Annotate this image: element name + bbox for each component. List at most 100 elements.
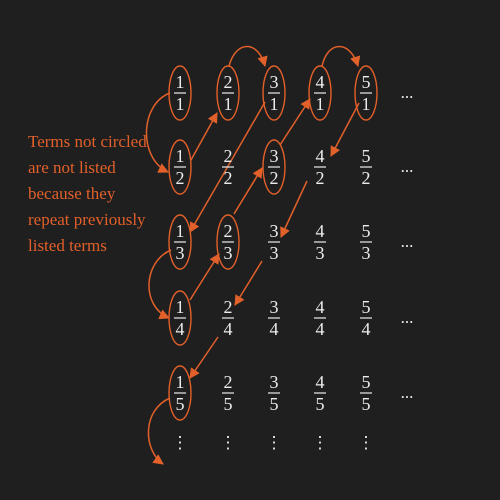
column-ellipsis-4: ⋮: [312, 433, 329, 452]
fraction-numerator: 3: [270, 221, 279, 241]
circle-layer: [168, 65, 378, 421]
circle-1-4: [168, 290, 192, 346]
fraction-3-4: 34: [268, 297, 280, 339]
fraction-denominator: 4: [224, 319, 233, 339]
fraction-5-5: 55: [360, 372, 372, 414]
arrow-right-row1-2: [321, 45, 361, 68]
fraction-denominator: 2: [316, 168, 325, 188]
fraction-4-3: 43: [314, 221, 326, 263]
fraction-5-2: 52: [360, 146, 372, 188]
fraction-denominator: 3: [224, 243, 233, 263]
note-line-1: Terms not circled: [28, 132, 147, 151]
fraction-3-1: 31: [268, 72, 280, 114]
arrow-diag-4: [233, 167, 263, 215]
fraction-numerator: 1: [176, 297, 185, 317]
fraction-numerator: 1: [176, 146, 185, 166]
fraction-denominator: 1: [316, 94, 325, 114]
circle-1-5: [168, 365, 192, 421]
fraction-1-2: 12: [174, 146, 186, 188]
fraction-numerator: 1: [176, 221, 185, 241]
fraction-numerator: 5: [362, 146, 371, 166]
fraction-2-2: 22: [222, 146, 234, 188]
fraction-3-3: 33: [268, 221, 280, 263]
circle-1-3: [168, 214, 192, 270]
fraction-numerator: 3: [270, 372, 279, 392]
fraction-numerator: 2: [224, 146, 233, 166]
fraction-numerator: 2: [224, 297, 233, 317]
column-ellipsis-2: ⋮: [220, 433, 237, 452]
fraction-3-2: 32: [268, 146, 280, 188]
column-ellipsis-5: ⋮: [358, 433, 375, 452]
fraction-numerator: 5: [362, 221, 371, 241]
arrow-down-col1-2: [148, 249, 172, 320]
fraction-1-3: 13: [174, 221, 186, 263]
fraction-denominator: 3: [316, 243, 325, 263]
fraction-numerator: 2: [224, 372, 233, 392]
arrow-down-col1-1: [145, 92, 171, 173]
circle-1-1: [168, 65, 192, 121]
fraction-1-1: 11: [174, 72, 186, 114]
arrow-diag-7: [280, 180, 308, 238]
circle-4-1: [308, 65, 332, 121]
fraction-numerator: 4: [316, 72, 325, 92]
fraction-2-1: 21: [222, 72, 234, 114]
fraction-numerator: 4: [316, 297, 325, 317]
arrow-diag-1: [190, 112, 218, 161]
circle-3-2: [262, 139, 286, 195]
note-text: Terms not circled are not listed because…: [28, 132, 147, 255]
fraction-denominator: 3: [176, 243, 185, 263]
arrow-diag-5: [279, 98, 311, 146]
fraction-numerator: 1: [176, 72, 185, 92]
note-line-3: because they: [28, 184, 116, 203]
fraction-numerator: 5: [362, 297, 371, 317]
fraction-denominator: 5: [224, 394, 233, 414]
fraction-denominator: 2: [270, 168, 279, 188]
circle-1-2: [168, 139, 192, 195]
fraction-denominator: 5: [316, 394, 325, 414]
fraction-numerator: 2: [224, 221, 233, 241]
fraction-2-4: 24: [222, 297, 234, 339]
arrow-right-row1-1: [228, 45, 268, 68]
fraction-numerator: 2: [224, 72, 233, 92]
fraction-denominator: 4: [362, 319, 371, 339]
row-ellipsis-2: ...: [401, 157, 414, 176]
fraction-denominator: 5: [362, 394, 371, 414]
fraction-2-3: 23: [222, 221, 234, 263]
fraction-numerator: 4: [316, 221, 325, 241]
arrow-diag-8: [234, 260, 263, 306]
fraction-denominator: 2: [224, 168, 233, 188]
circle-2-1: [216, 65, 240, 121]
circle-3-1: [262, 65, 286, 121]
arrow-diag-9: [189, 336, 219, 379]
fraction-1-4: 14: [174, 297, 186, 339]
arrow-down-col1-3: [147, 397, 171, 465]
fraction-4-4: 44: [314, 297, 326, 339]
fraction-denominator: 1: [224, 94, 233, 114]
fraction-denominator: 5: [176, 394, 185, 414]
fraction-grid: 1121314151122232425213233343531424344454…: [174, 72, 372, 414]
fraction-denominator: 1: [176, 94, 185, 114]
circle-2-3: [216, 214, 240, 270]
fraction-numerator: 1: [176, 372, 185, 392]
note-line-2: are not listed: [28, 158, 116, 177]
fraction-numerator: 5: [362, 372, 371, 392]
fraction-numerator: 3: [270, 146, 279, 166]
fraction-denominator: 2: [176, 168, 185, 188]
fraction-1-5: 15: [174, 372, 186, 414]
fraction-denominator: 3: [270, 243, 279, 263]
fraction-denominator: 4: [176, 319, 185, 339]
fraction-numerator: 4: [316, 146, 325, 166]
arrow-diag-3: [189, 253, 220, 301]
note-line-4: repeat previously: [28, 210, 146, 229]
fraction-numerator: 4: [316, 372, 325, 392]
fraction-4-1: 41: [314, 72, 326, 114]
fraction-numerator: 3: [270, 297, 279, 317]
fraction-2-5: 25: [222, 372, 234, 414]
fraction-numerator: 5: [362, 72, 371, 92]
column-ellipsis-3: ⋮: [266, 433, 283, 452]
ellipsis-layer: ............... ⋮ ⋮ ⋮ ⋮ ⋮: [172, 83, 414, 452]
row-ellipsis-1: ...: [401, 83, 414, 102]
note-line-5: listed terms: [28, 236, 107, 255]
fraction-denominator: 5: [270, 394, 279, 414]
